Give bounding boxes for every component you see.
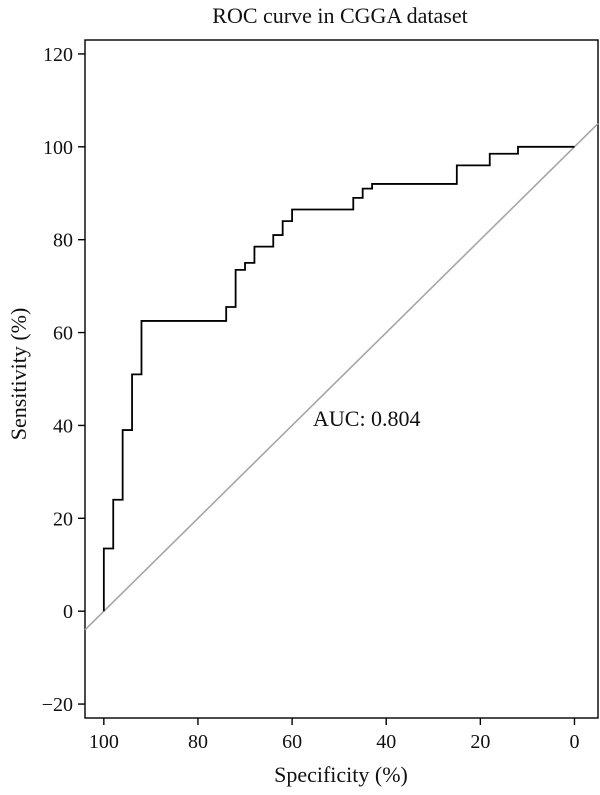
y-tick-label: 40 <box>53 415 73 437</box>
roc-curve-line <box>102 145 575 612</box>
auc-annotation: AUC: 0.804 <box>313 406 421 431</box>
chart-title: ROC curve in CGGA dataset <box>212 3 467 28</box>
x-tick-label: 80 <box>188 731 208 753</box>
y-axis-label: Sensitivity (%) <box>6 308 31 441</box>
x-axis-label: Specificity (%) <box>274 762 408 787</box>
reference-diagonal <box>84 123 599 631</box>
x-tick-label: 0 <box>569 731 579 753</box>
y-tick-label: 120 <box>43 44 73 66</box>
plot-frame <box>84 39 599 719</box>
x-tick-label: 60 <box>282 731 302 753</box>
y-tick-label: 20 <box>53 508 73 530</box>
y-tick-label: 80 <box>53 230 73 252</box>
roc-series <box>102 145 575 612</box>
x-tick-label: 100 <box>89 731 119 753</box>
reference-line <box>84 123 599 631</box>
x-tick-label: 40 <box>376 731 396 753</box>
axis-ticks: −20 0 20 40 60 80 100 120 100 80 60 40 20 0 <box>42 44 580 753</box>
y-tick-label: 0 <box>63 601 73 623</box>
y-tick-label: 60 <box>53 323 73 345</box>
y-tick-label: −20 <box>42 694 73 716</box>
y-tick-label: 100 <box>43 137 73 159</box>
x-tick-label: 20 <box>470 731 490 753</box>
